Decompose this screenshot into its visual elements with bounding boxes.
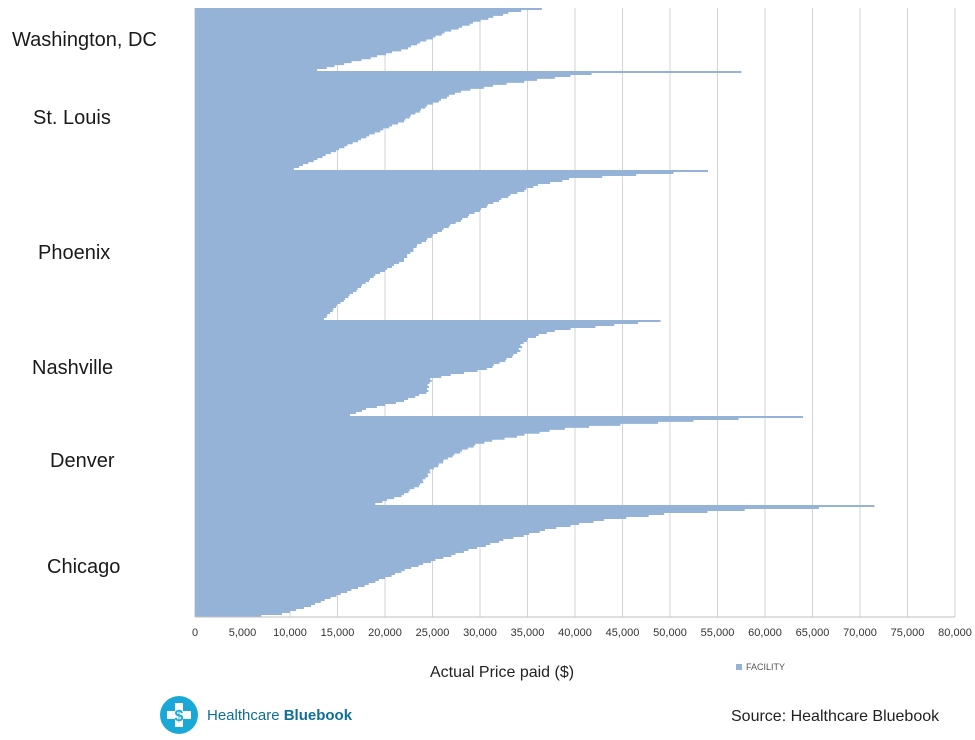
category-label: Washington, DC [12,29,157,51]
category-label: Denver [50,450,115,472]
x-tick-label: 25,000 [416,627,450,639]
source-note: Source: Healthcare Bluebook [731,708,940,725]
x-tick-label: 60,000 [748,627,782,639]
legend-swatch [736,664,742,670]
category-label: Chicago [47,556,120,578]
max-bar [195,416,803,418]
max-bar [195,8,542,10]
category-label: St. Louis [33,107,111,129]
x-tick-label: 15,000 [321,627,355,639]
min-bar [195,615,233,617]
logo-icon: $ [160,696,198,734]
max-bar [195,71,742,73]
min-bar [195,318,324,320]
min-bar [195,168,290,170]
max-bar [195,505,875,507]
min-bar [195,69,309,71]
x-tick-label: 45,000 [606,627,640,639]
x-tick-label: 75,000 [891,627,925,639]
legend: FACILITY [736,662,785,672]
x-tick-label: 35,000 [511,627,545,639]
bar-group-phoenix [195,170,708,320]
svg-text:$: $ [175,708,184,725]
bar-group-st-louis [195,71,742,170]
x-tick-label: 40,000 [558,627,592,639]
legend-label: FACILITY [746,662,786,672]
min-bar [195,503,371,505]
min-bar [195,414,347,416]
x-tick-label: 30,000 [463,627,497,639]
x-axis-title: Actual Price paid ($) [430,664,575,681]
healthcare-bluebook-logo: $ Healthcare Bluebook [159,695,352,735]
chart: 0 5,000 10,000 15,000 20,000 25,000 30,000 35,0… [12,8,972,639]
category-label: Phoenix [38,242,110,264]
x-tick-label: 65,000 [796,627,830,639]
max-bar [195,320,661,322]
x-tick-label: 50,000 [653,627,687,639]
x-tick-label: 0 [192,627,198,639]
x-tick-label: 55,000 [701,627,735,639]
category-label: Nashville [32,357,113,379]
logo-text: Healthcare Bluebook [207,706,353,724]
x-tick-label: 20,000 [368,627,402,639]
max-bar [195,170,708,172]
x-tick-label: 70,000 [843,627,877,639]
x-tick-label: 10,000 [273,627,307,639]
bar-group-washington-dc [195,8,542,71]
x-tick-label: 80,000 [938,627,972,639]
bar-group-denver [195,416,803,505]
bar-group-chicago [195,505,875,617]
x-tick-label: 5,000 [229,627,257,639]
bar-group-nashville [195,320,661,416]
